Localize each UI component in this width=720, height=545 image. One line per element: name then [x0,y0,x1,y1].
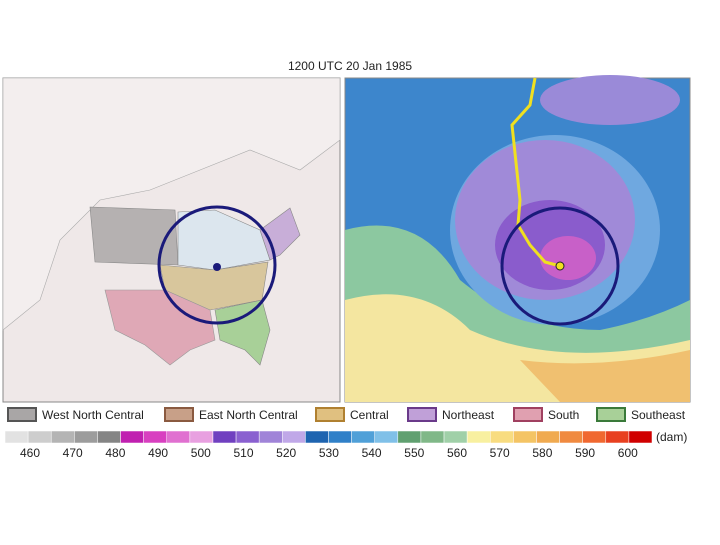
region-map [2,77,341,403]
colorbar-swatch [189,430,214,444]
height-map [344,75,691,403]
colorbar-swatch [466,430,491,444]
colorbar-swatch [27,430,52,444]
colorbar-swatch [282,430,306,444]
colorbar-tick-label: 590 [575,446,595,460]
legend-swatch [407,407,437,422]
legend-label: Central [350,408,389,422]
colorbar-tick-label: 600 [618,446,638,460]
colorbar-tick-label: 540 [362,446,382,460]
colorbar-tick-label: 460 [20,446,40,460]
colorbar-tick-label: 510 [233,446,253,460]
colorbar-tick-label: 480 [105,446,125,460]
legend-label: Southeast [631,408,686,422]
legend-label: West North Central [42,408,144,422]
colorbar-swatch [628,430,653,444]
colorbar-swatch [513,430,537,444]
colorbar-unit: (dam) [656,430,687,444]
legend-swatch [513,407,543,422]
colorbar-tick-label: 530 [319,446,339,460]
colorbar-swatch [120,430,144,444]
colorbar-swatch [582,430,607,444]
colorbar-tick-label: 580 [532,446,552,460]
colorbar-tick-label: 550 [404,446,424,460]
colorbar-swatch [97,430,121,444]
legend-label: South [548,408,579,422]
colorbar-swatch [420,430,445,444]
colorbar-swatch [235,430,260,444]
colorbar-swatch [258,430,283,444]
colorbar-swatch [212,430,237,444]
colorbar-tick-label: 560 [447,446,467,460]
legend-swatch [7,407,37,422]
title: 1200 UTC 20 Jan 1985 [288,59,412,73]
colorbar-swatch [50,430,75,444]
colorbar-swatch [397,430,422,444]
colorbar-swatch [143,430,167,444]
legend-label: Northeast [442,408,495,422]
legend-swatch [596,407,626,422]
legend-label: East North Central [199,408,298,422]
colorbar-tick-label: 500 [191,446,211,460]
colorbar-swatch [4,430,29,444]
colorbar-swatch [374,430,399,444]
colorbar-swatch [305,430,329,444]
colorbar-swatch [605,430,630,444]
colorbar-swatch [166,430,191,444]
colorbar-swatch [536,430,560,444]
colorbar-tick-label: 520 [276,446,296,460]
legend-swatch [315,407,345,422]
colorbar-swatch [490,430,514,444]
colorbar-swatch [351,430,375,444]
legend-swatch [164,407,194,422]
colorbar-swatch [74,430,98,444]
colorbar-tick-label: 570 [490,446,510,460]
colorbar-swatch [328,430,352,444]
colorbar-tick-label: 490 [148,446,168,460]
colorbar-tick-label: 470 [63,446,83,460]
colorbar-swatch [443,430,468,444]
colorbar-swatch [559,430,583,444]
